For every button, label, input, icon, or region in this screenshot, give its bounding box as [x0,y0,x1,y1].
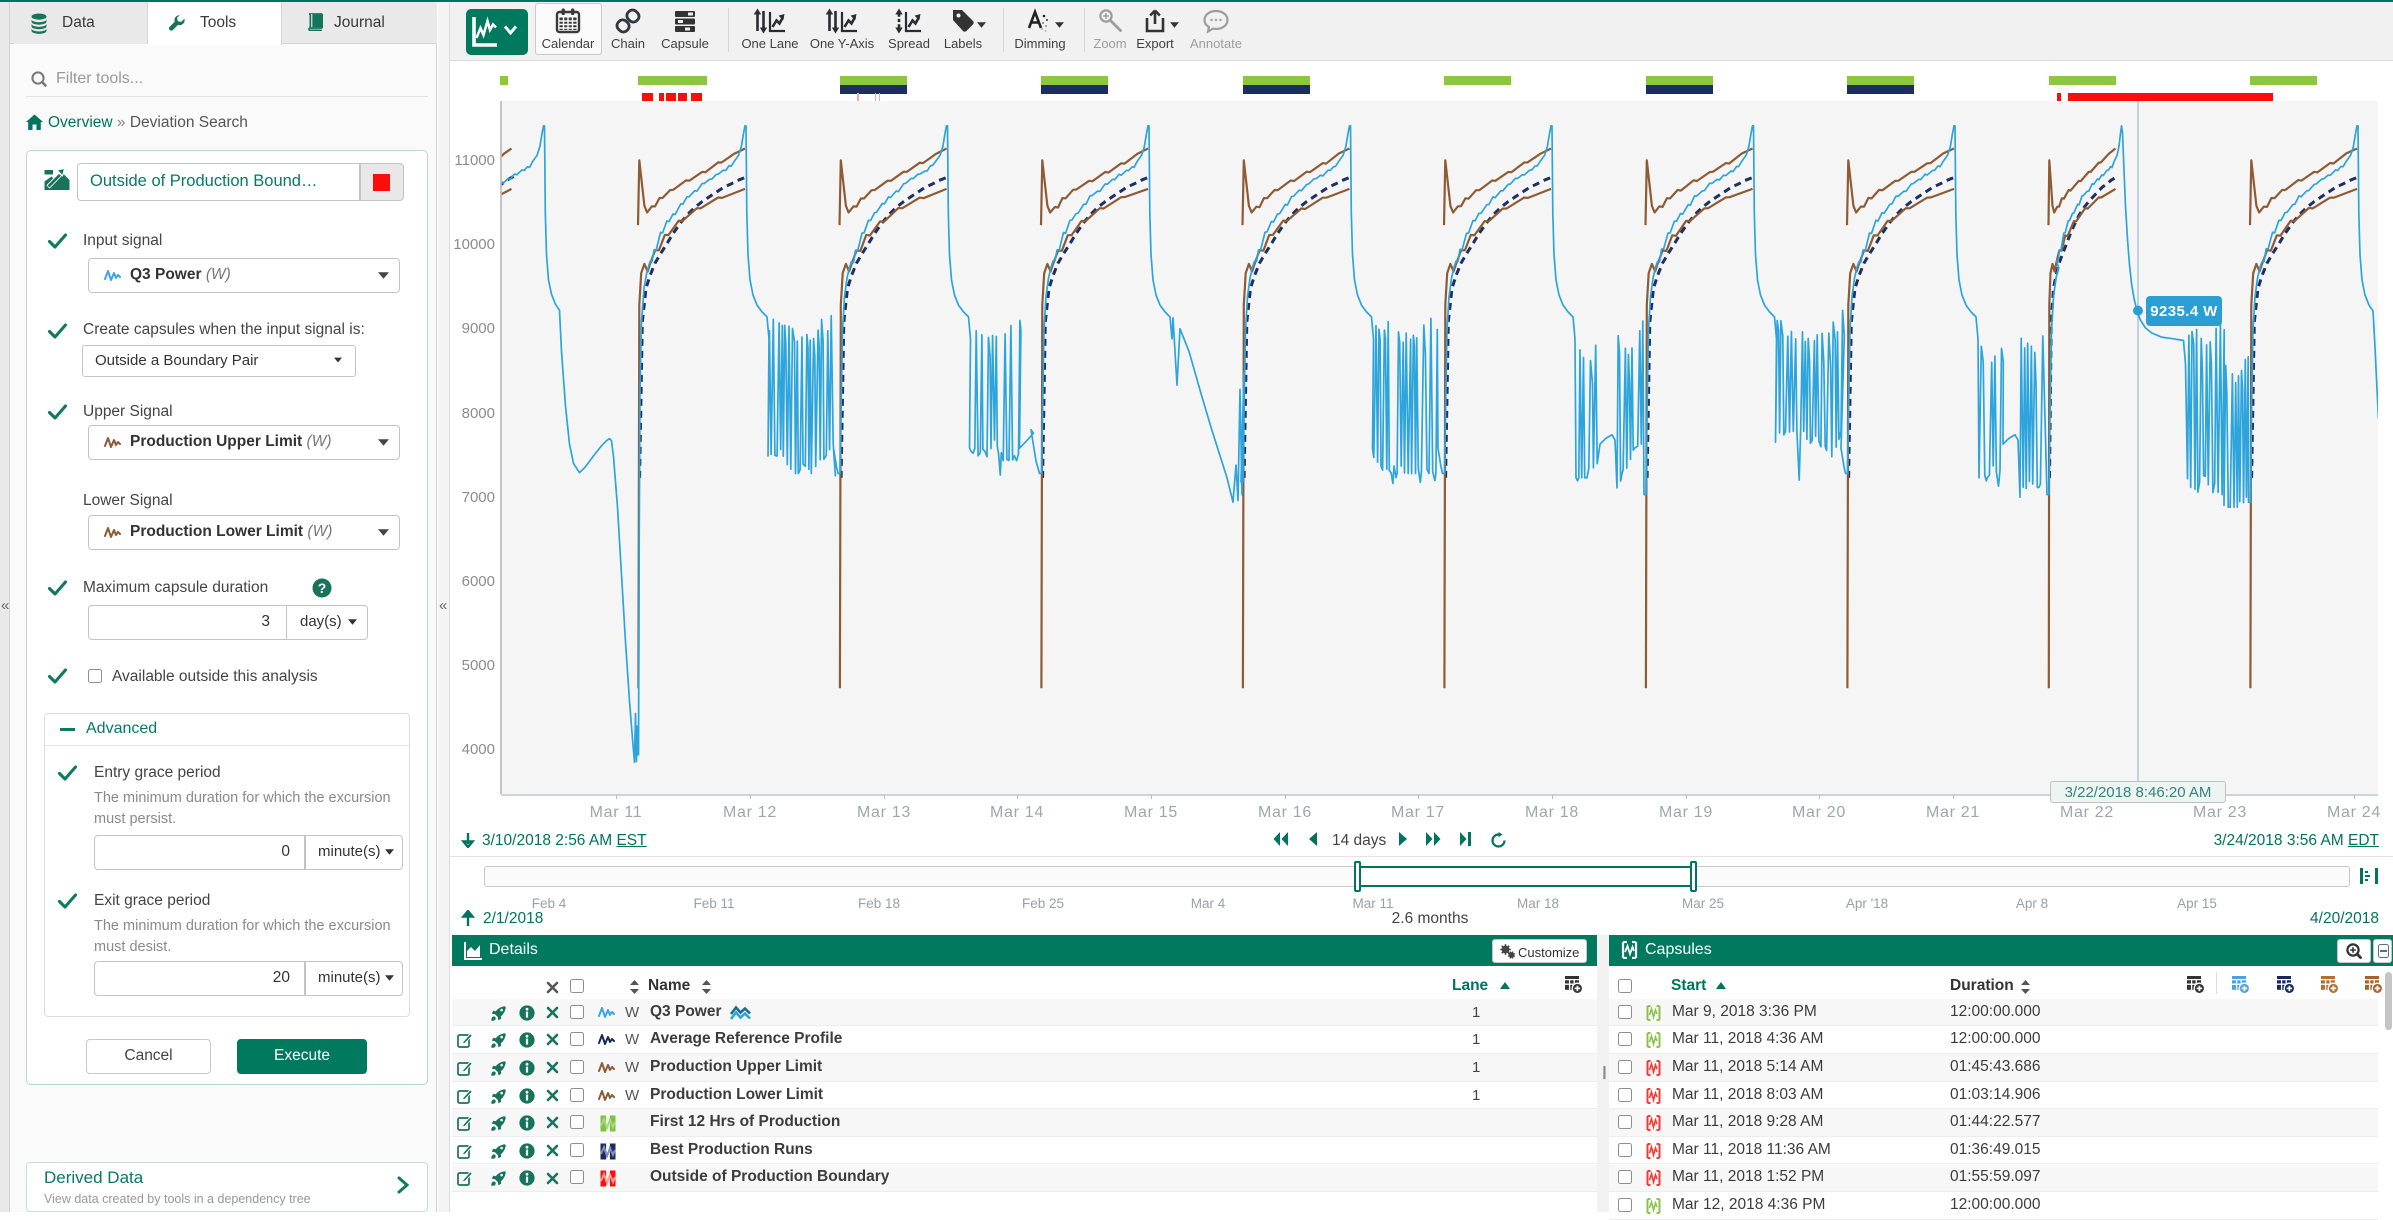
svg-text:?: ? [318,580,327,596]
